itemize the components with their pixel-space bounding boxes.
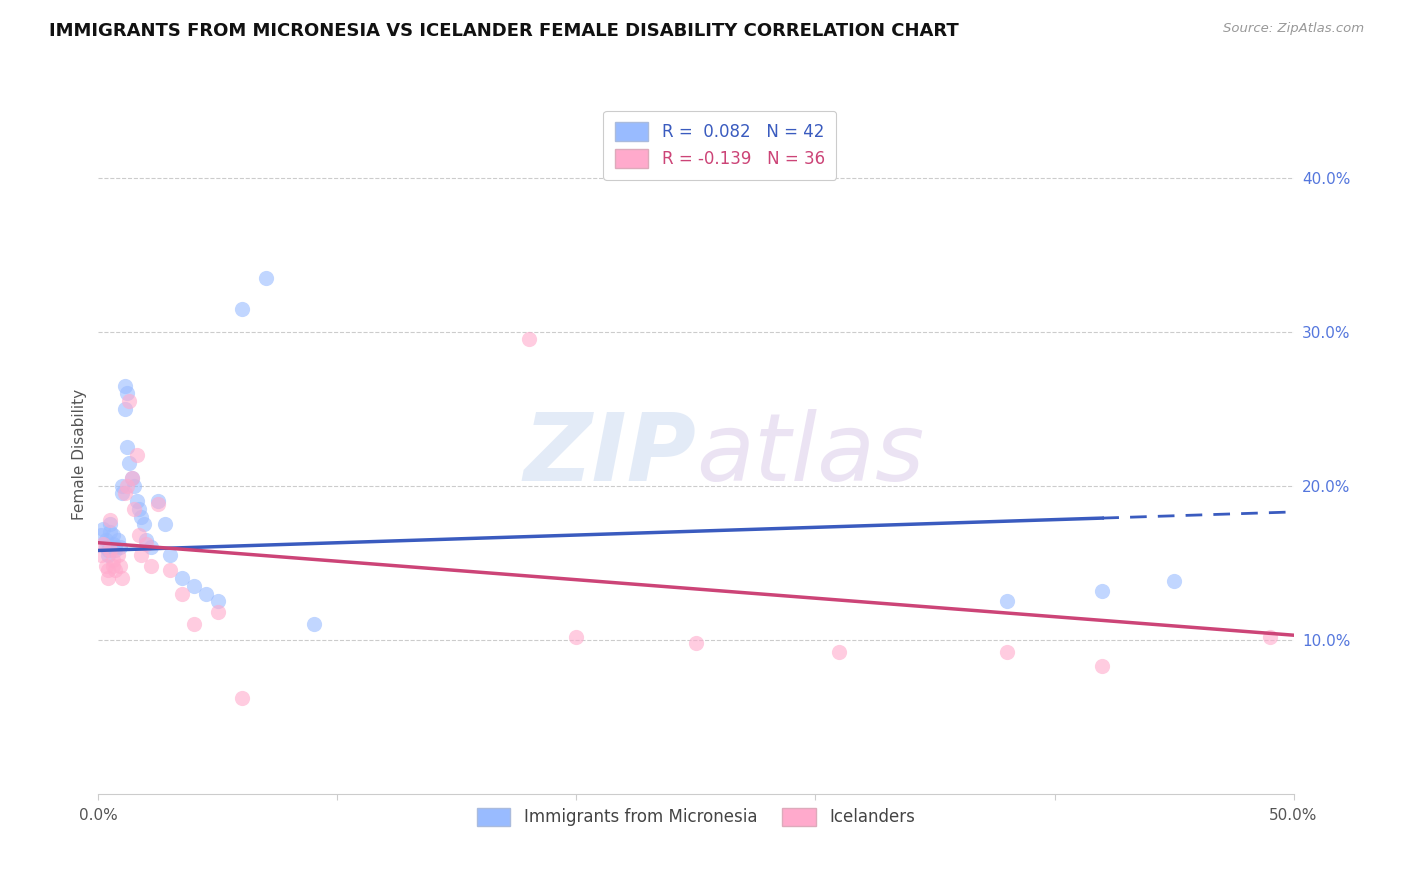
- Point: [121, 471, 143, 485]
- Point: [125, 494, 148, 508]
- Point: [135, 537, 157, 551]
- Point: [565, 630, 588, 644]
- Point: [207, 605, 229, 619]
- Text: ZIP: ZIP: [523, 409, 696, 501]
- Point: [107, 533, 129, 547]
- Point: [101, 558, 124, 573]
- Text: atlas: atlas: [696, 409, 924, 500]
- Point: [148, 494, 170, 508]
- Point: [98, 524, 122, 539]
- Point: [1091, 659, 1114, 673]
- Point: [114, 401, 136, 416]
- Point: [124, 479, 146, 493]
- Point: [207, 594, 229, 608]
- Point: [94, 541, 117, 555]
- Point: [104, 543, 127, 558]
- Point: [183, 617, 205, 632]
- Point: [118, 456, 141, 470]
- Point: [94, 558, 117, 573]
- Point: [517, 332, 540, 346]
- Point: [101, 528, 124, 542]
- Point: [159, 564, 181, 578]
- Point: [183, 579, 205, 593]
- Point: [131, 509, 153, 524]
- Point: [107, 548, 129, 562]
- Point: [121, 471, 143, 485]
- Y-axis label: Female Disability: Female Disability: [72, 389, 87, 521]
- Point: [91, 537, 114, 551]
- Point: [118, 394, 141, 409]
- Point: [114, 486, 136, 500]
- Point: [155, 517, 177, 532]
- Text: Source: ZipAtlas.com: Source: ZipAtlas.com: [1223, 22, 1364, 36]
- Point: [995, 645, 1018, 659]
- Point: [94, 533, 117, 547]
- Point: [104, 541, 127, 555]
- Point: [97, 543, 120, 558]
- Point: [124, 501, 146, 516]
- Point: [97, 571, 120, 585]
- Point: [111, 571, 134, 585]
- Point: [132, 517, 155, 532]
- Point: [111, 486, 134, 500]
- Point: [128, 528, 150, 542]
- Point: [90, 528, 112, 542]
- Point: [1091, 583, 1114, 598]
- Point: [139, 558, 162, 573]
- Point: [131, 548, 153, 562]
- Point: [231, 691, 253, 706]
- Point: [98, 517, 122, 532]
- Legend: Immigrants from Micronesia, Icelanders: Immigrants from Micronesia, Icelanders: [471, 801, 921, 833]
- Point: [90, 548, 112, 562]
- Point: [115, 386, 138, 401]
- Point: [101, 537, 124, 551]
- Point: [828, 645, 851, 659]
- Point: [114, 378, 136, 392]
- Point: [115, 440, 138, 454]
- Point: [98, 513, 122, 527]
- Point: [128, 501, 150, 516]
- Point: [108, 541, 131, 555]
- Point: [115, 479, 138, 493]
- Point: [195, 586, 218, 600]
- Point: [97, 548, 120, 562]
- Point: [172, 586, 194, 600]
- Text: IMMIGRANTS FROM MICRONESIA VS ICELANDER FEMALE DISABILITY CORRELATION CHART: IMMIGRANTS FROM MICRONESIA VS ICELANDER …: [49, 22, 959, 40]
- Point: [91, 522, 114, 536]
- Point: [101, 552, 124, 566]
- Point: [231, 301, 253, 316]
- Point: [148, 497, 170, 511]
- Point: [995, 594, 1018, 608]
- Point: [172, 571, 194, 585]
- Point: [125, 448, 148, 462]
- Point: [302, 617, 325, 632]
- Point: [108, 558, 131, 573]
- Point: [97, 564, 120, 578]
- Point: [111, 479, 134, 493]
- Point: [98, 543, 122, 558]
- Point: [159, 548, 181, 562]
- Point: [1258, 630, 1281, 644]
- Point: [139, 541, 162, 555]
- Point: [1163, 574, 1185, 589]
- Point: [135, 533, 157, 547]
- Point: [685, 636, 707, 650]
- Point: [254, 270, 277, 285]
- Point: [104, 564, 127, 578]
